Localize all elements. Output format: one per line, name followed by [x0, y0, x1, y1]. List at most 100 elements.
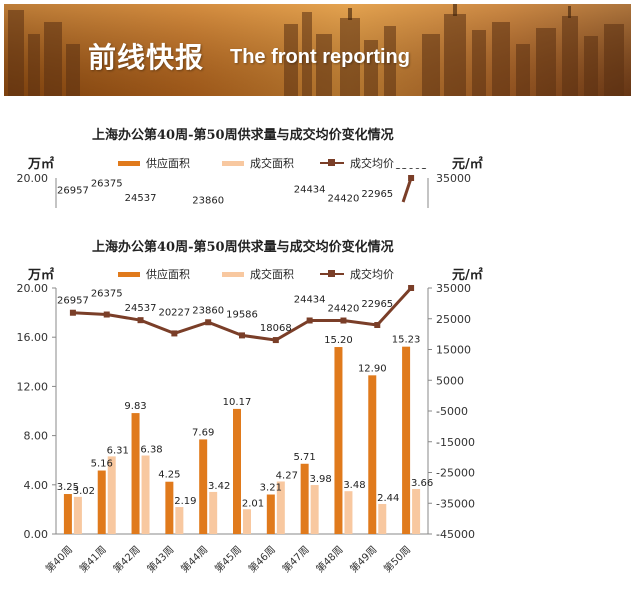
right-tick-label: -5000	[436, 405, 468, 418]
left-tick-label: 4.00	[24, 479, 49, 492]
deal-data-label: 3.02	[73, 486, 95, 497]
deal-bar	[209, 491, 218, 534]
chart2-legend-supply: 供应面积	[118, 266, 190, 282]
chart2-plot: 0.00 4.00 8.00 12.00 16.00 20.00 -45000 -35000 -…	[17, 280, 475, 575]
x-tick-label: 第47周	[279, 543, 311, 575]
right-tick-label: -45000	[436, 528, 475, 541]
price-point	[137, 317, 144, 324]
price-series-line-fragment	[401, 177, 413, 203]
price-data-label: 24434	[294, 294, 326, 305]
supply-bar	[233, 408, 241, 534]
price-data-label: 18068	[260, 323, 292, 334]
banner-subtitle: The front reporting	[230, 46, 410, 68]
supply-data-label: 10.17	[223, 397, 252, 408]
legend-swatch	[222, 271, 244, 277]
price-data-label: 26375	[91, 289, 123, 300]
deal-data-label: 2.19	[174, 496, 196, 507]
x-tick-label: 第46周	[246, 543, 278, 575]
x-tick-label: 第41周	[77, 543, 109, 575]
left-tick-label: 12.00	[17, 380, 49, 393]
deal-data-label: 3.42	[208, 481, 230, 492]
price-data-label: 26375	[91, 179, 123, 190]
price-data-label: 23860	[192, 195, 224, 206]
deal-bar	[243, 509, 251, 534]
price-point	[171, 330, 178, 337]
legend-label: 成交面积	[250, 268, 294, 281]
legend-label: 供应面积	[146, 157, 190, 170]
right-tick-label: 35000	[436, 172, 471, 185]
chart2-left-unit: 万㎡	[28, 268, 55, 283]
right-tick-label: 5000	[436, 374, 464, 387]
left-tick-label: 20.00	[17, 172, 49, 185]
deal-bar	[310, 485, 319, 534]
deal-data-label: 2.44	[377, 493, 399, 504]
legend-swatch	[118, 160, 140, 166]
supply-bar	[402, 346, 411, 534]
price-point	[272, 337, 279, 344]
left-tick-label: 16.00	[17, 331, 49, 344]
deal-data-label: 4.27	[276, 470, 298, 481]
deal-bar	[412, 488, 421, 534]
supply-data-label: 7.69	[192, 427, 214, 438]
legend-line-marker	[320, 159, 344, 166]
x-tick-label: 第44周	[178, 543, 210, 575]
deal-bar	[378, 503, 387, 534]
x-tick-label: 第45周	[212, 543, 244, 575]
chart1-right-unit: 元/㎡	[452, 157, 483, 172]
chart1-legend-deal: 成交面积	[222, 155, 294, 171]
price-data-label: 35001	[395, 280, 427, 282]
price-data-label: 19586	[226, 309, 258, 320]
price-data-label: 20227	[158, 307, 190, 318]
right-tick-label: 35000	[436, 282, 471, 295]
right-tick-label: 15000	[436, 344, 471, 357]
deal-bar	[141, 455, 150, 534]
supply-bar	[131, 413, 140, 534]
legend-swatch	[222, 160, 244, 166]
header-banner: 前线快报 The front reporting	[4, 4, 631, 96]
deal-bar	[73, 496, 82, 534]
x-tick-label: 第48周	[313, 543, 345, 575]
x-tick-label: 第49周	[347, 543, 379, 575]
chart2-legend-deal: 成交面积	[222, 266, 294, 282]
supply-data-label: 15.20	[324, 335, 353, 346]
price-point	[69, 309, 76, 316]
price-data-label: 23860	[192, 305, 224, 316]
right-tick-label: 25000	[436, 313, 471, 326]
price-point	[103, 311, 110, 318]
x-tick-label: 第40周	[43, 543, 75, 575]
supply-bar	[300, 463, 309, 534]
supply-bar	[165, 481, 174, 534]
deal-bar	[276, 481, 285, 534]
left-tick-label: 8.00	[24, 430, 49, 443]
price-point	[408, 174, 415, 181]
right-tick-label: -15000	[436, 436, 475, 449]
chart1-legend-price: 成交均价	[320, 155, 394, 171]
deal-bar	[107, 456, 116, 534]
deal-data-label: 6.31	[107, 445, 129, 456]
right-tick-label: -25000	[436, 467, 475, 480]
x-tick-label: 第50周	[381, 543, 413, 575]
left-tick-label: 20.00	[17, 282, 49, 295]
legend-swatch	[118, 271, 140, 277]
chart1-title: 上海办公第40周-第50周供求量与成交均价变化情况	[92, 128, 394, 143]
supply-data-label: 5.71	[294, 452, 316, 463]
chart2-title: 上海办公第40周-第50周供求量与成交均价变化情况	[92, 240, 394, 255]
supply-data-label: 3.21	[260, 483, 282, 494]
price-data-label: 22965	[361, 189, 393, 200]
deal-data-label: 3.98	[310, 474, 332, 485]
supply-data-label: 4.25	[158, 470, 180, 481]
right-tick-label: -35000	[436, 497, 475, 510]
price-point	[306, 317, 313, 324]
supply-data-label: 3.25	[57, 482, 79, 493]
deal-data-label: 6.38	[140, 445, 162, 456]
price-point	[408, 284, 415, 291]
x-tick-label: 第43周	[144, 543, 176, 575]
city-skyline-image	[4, 4, 631, 96]
x-tick-label: 第42周	[110, 543, 142, 575]
supply-data-label: 5.16	[91, 459, 113, 470]
supply-bar	[97, 470, 106, 534]
price-data-label: 26957	[57, 296, 89, 307]
supply-data-label: 12.90	[358, 363, 387, 374]
price-data-label: 24420	[328, 304, 360, 315]
